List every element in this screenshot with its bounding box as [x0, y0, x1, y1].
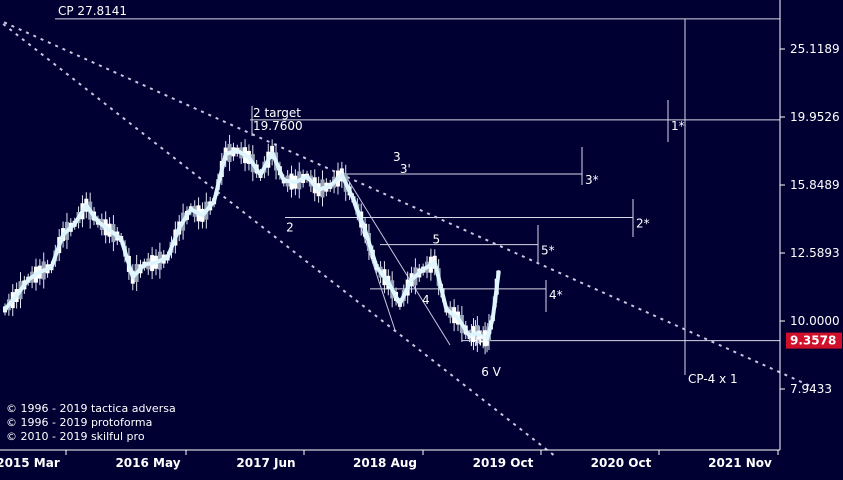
x-tick-label-0: 2015 Mar [0, 456, 60, 470]
level-label-3: 5* [541, 244, 555, 258]
y-tick-label-2: 15.8489 [790, 178, 840, 192]
wave-label-4: 4 [422, 293, 430, 307]
trend-line-1 [0, 20, 558, 459]
wave-label-5: HP [470, 335, 486, 349]
wave-label-0: 3 [393, 150, 401, 164]
price-series-line [3, 148, 501, 342]
wave-label-2: 2 [286, 220, 294, 234]
target-value-label: 19.7600 [253, 119, 303, 133]
level-label-2: 2* [636, 216, 650, 230]
y-tick-label-3: 12.5893 [790, 246, 840, 260]
current-price-badge [786, 332, 842, 349]
wave-label-6: 6 V [481, 365, 501, 379]
y-tick-label-0: 25.1189 [790, 42, 840, 56]
axes: 9.3578 25.1189 19.9526 15.8489 12.5893 10.000… [0, 42, 842, 470]
level-lines [55, 18, 780, 375]
wave-label-3: 5 [432, 233, 440, 247]
trend-line-0 [0, 19, 813, 388]
price-line [3, 148, 501, 342]
x-tick-label-5: 2020 Oct [591, 456, 652, 470]
level-label-0: 1* [671, 119, 685, 133]
cp-projection-label: CP-4 x 1 [688, 372, 738, 386]
copyright-line-1: © 1996 - 2019 tactica adversa [6, 402, 176, 415]
current-price-label: 9.3578 [790, 334, 836, 348]
cp-label: CP 27.8141 [58, 4, 127, 18]
y-tick-label-4: 10.0000 [790, 314, 840, 328]
x-tick-label-4: 2019 Oct [473, 456, 534, 470]
copyright-line-2: © 1996 - 2019 protoforma [6, 416, 152, 429]
level-label-4: 4* [549, 288, 563, 302]
level-label-1: 3* [585, 173, 599, 187]
x-tick-label-6: 2021 Nov [708, 456, 772, 470]
copyright-line-3: © 2010 - 2019 skilful pro [6, 430, 145, 443]
x-tick-label-3: 2018 Aug [353, 456, 417, 470]
wave-diagonal-2 [341, 169, 451, 346]
target-label: 2 target [253, 106, 301, 120]
y-tick-label-1: 19.9526 [790, 110, 840, 124]
x-tick-label-1: 2016 May [115, 456, 180, 470]
y-tick-label-5: 7.9433 [790, 382, 832, 396]
x-tick-label-2: 2017 Jun [236, 456, 295, 470]
wave-label-1: 3' [400, 162, 411, 176]
